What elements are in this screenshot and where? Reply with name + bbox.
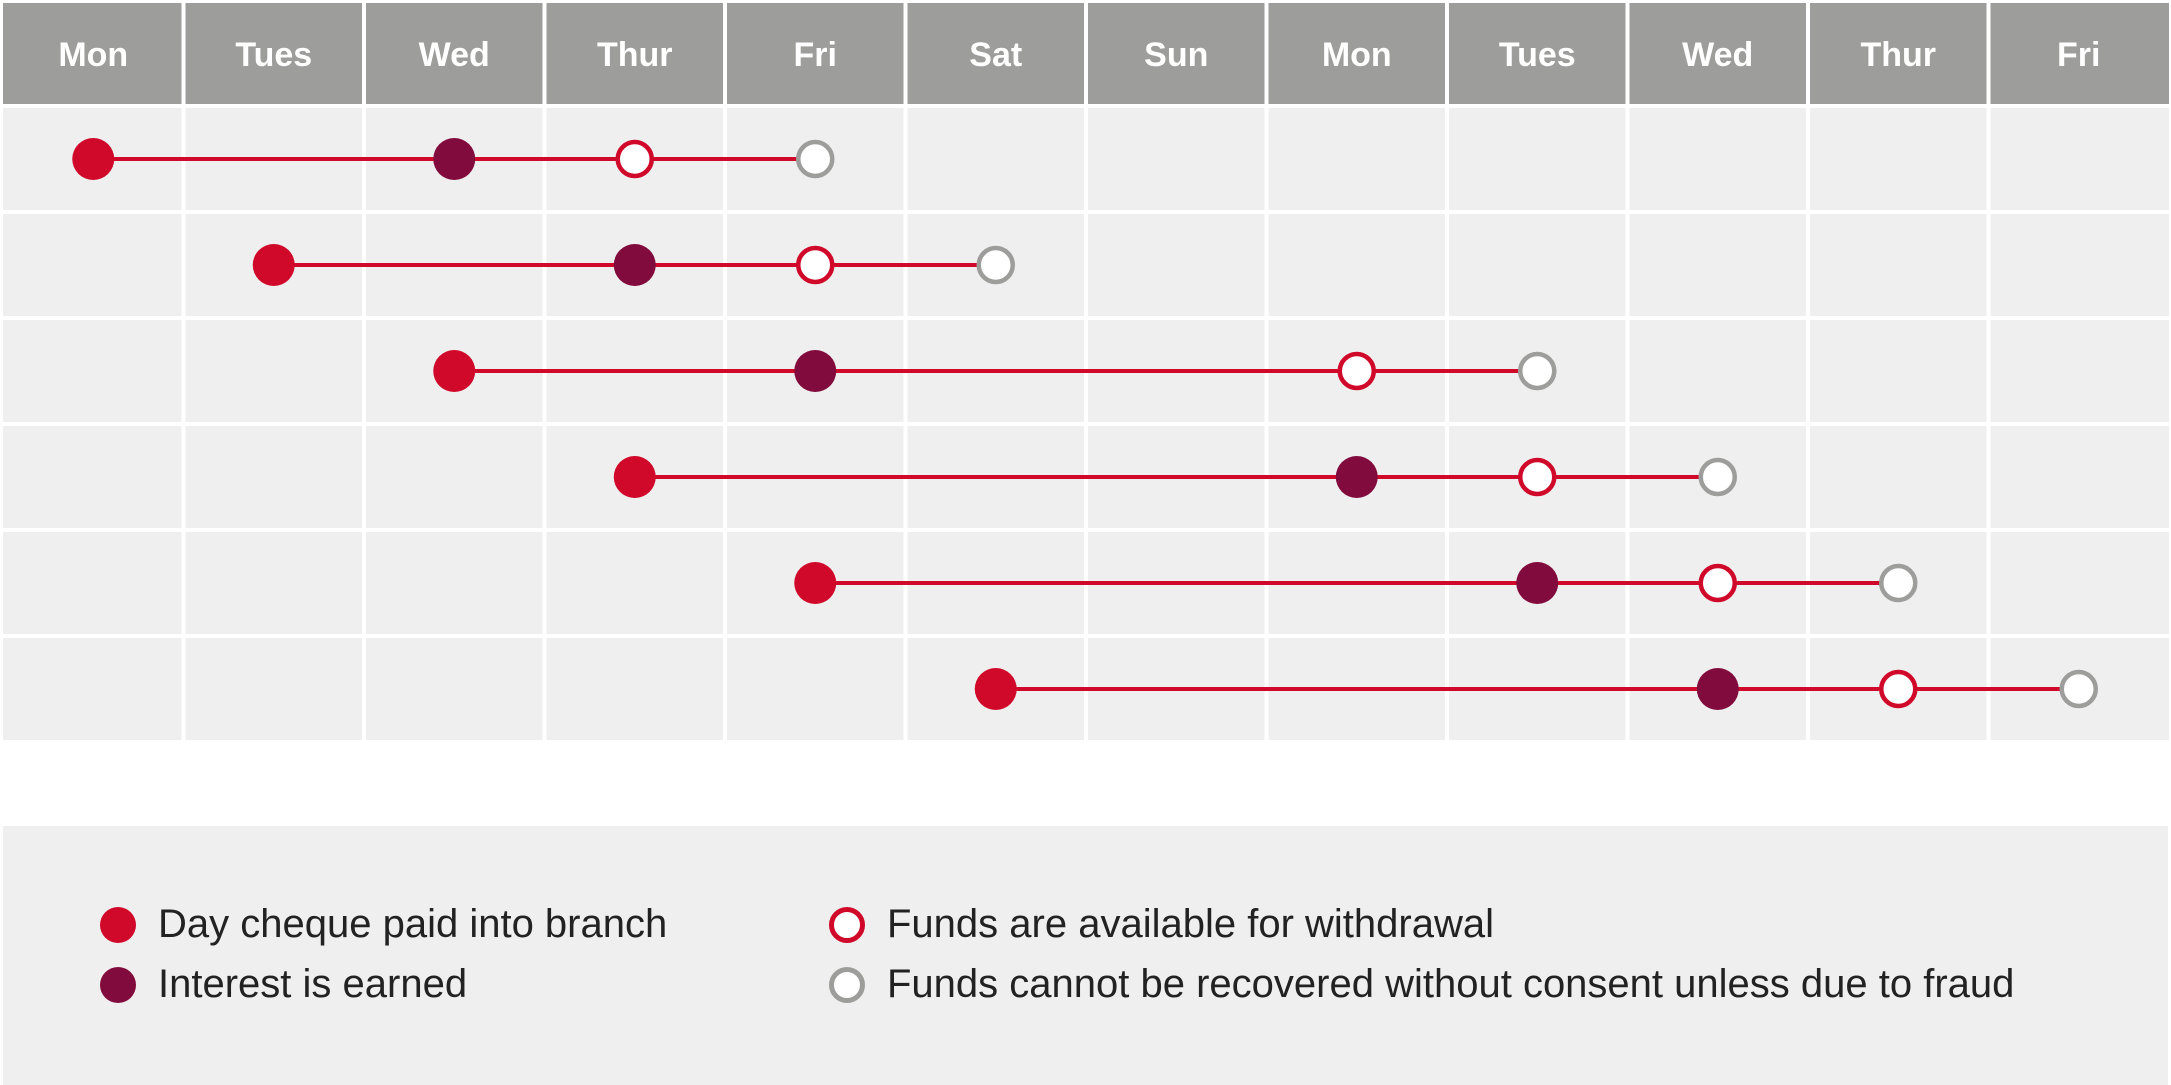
day-label: Sat (969, 36, 1022, 74)
cannot-recover-marker (1698, 457, 1737, 497)
timeline-row (794, 562, 1918, 604)
day-label: Wed (419, 36, 490, 74)
day-label: Thur (1860, 36, 1936, 74)
cannot-recover-marker (2059, 669, 2098, 709)
funds-available-marker (796, 245, 835, 285)
interest-marker (1516, 562, 1559, 604)
cannot-recover-marker (1518, 351, 1557, 391)
paid-in-marker (252, 244, 295, 286)
interest-marker (794, 350, 837, 392)
funds-available-marker (1698, 563, 1737, 603)
paid-in-marker (613, 456, 656, 498)
day-label: Tues (235, 36, 312, 74)
day-label: Fri (2057, 36, 2100, 74)
cannot-recover-marker (796, 139, 835, 179)
cannot-recover-marker (976, 245, 1015, 285)
hollow-grey-circle-icon (829, 966, 865, 1003)
timeline-row (252, 244, 1015, 286)
filled-red-dot-icon (100, 906, 136, 943)
funds-available-marker (615, 139, 654, 179)
paid-in-marker (72, 138, 115, 180)
day-label: Thur (597, 36, 673, 74)
paid-in-marker (433, 350, 476, 392)
day-label: Sun (1144, 36, 1208, 74)
paid-in-marker (794, 562, 837, 604)
cannot-recover-marker (1879, 563, 1918, 603)
legend-label-cannot-recover: Funds cannot be recovered without consen… (887, 962, 2015, 1006)
hollow-red-circle-icon (829, 906, 865, 943)
interest-marker (1696, 668, 1739, 710)
funds-available-marker (1337, 351, 1376, 391)
timeline-grid (3, 3, 2169, 744)
interest-marker (613, 244, 656, 286)
legend-panel: Day cheque paid into branch Interest is … (3, 826, 2168, 1085)
funds-available-marker (1879, 669, 1918, 709)
interest-marker (433, 138, 476, 180)
filled-maroon-dot-icon (100, 966, 136, 1003)
day-label: Wed (1682, 36, 1753, 74)
timeline-row (72, 138, 835, 180)
legend-label-interest: Interest is earned (158, 962, 468, 1006)
timeline-rows (72, 138, 2098, 710)
legend-label-available: Funds are available for withdrawal (887, 902, 1494, 946)
timeline-row (613, 456, 1737, 498)
legend-item-paid-in: Day cheque paid into branch (100, 902, 667, 947)
legend-item-cannot-recover: Funds cannot be recovered without consen… (829, 962, 2014, 1007)
timeline-row (433, 350, 1557, 392)
day-label: Tues (1499, 36, 1576, 74)
day-label: Mon (58, 36, 128, 74)
cheque-clearing-timeline: Mon Tues Wed Thur Fri Sat Sun Mon Tues Wed Thur Fri (3, 3, 2169, 744)
day-label: Mon (1322, 36, 1392, 74)
day-label: Fri (794, 36, 837, 74)
timeline-row (974, 668, 2098, 710)
legend-item-interest: Interest is earned (100, 962, 467, 1007)
legend-item-available: Funds are available for withdrawal (829, 902, 1494, 947)
funds-available-marker (1518, 457, 1557, 497)
legend-label-paid-in: Day cheque paid into branch (158, 902, 668, 946)
paid-in-marker (974, 668, 1017, 710)
interest-marker (1335, 456, 1378, 498)
